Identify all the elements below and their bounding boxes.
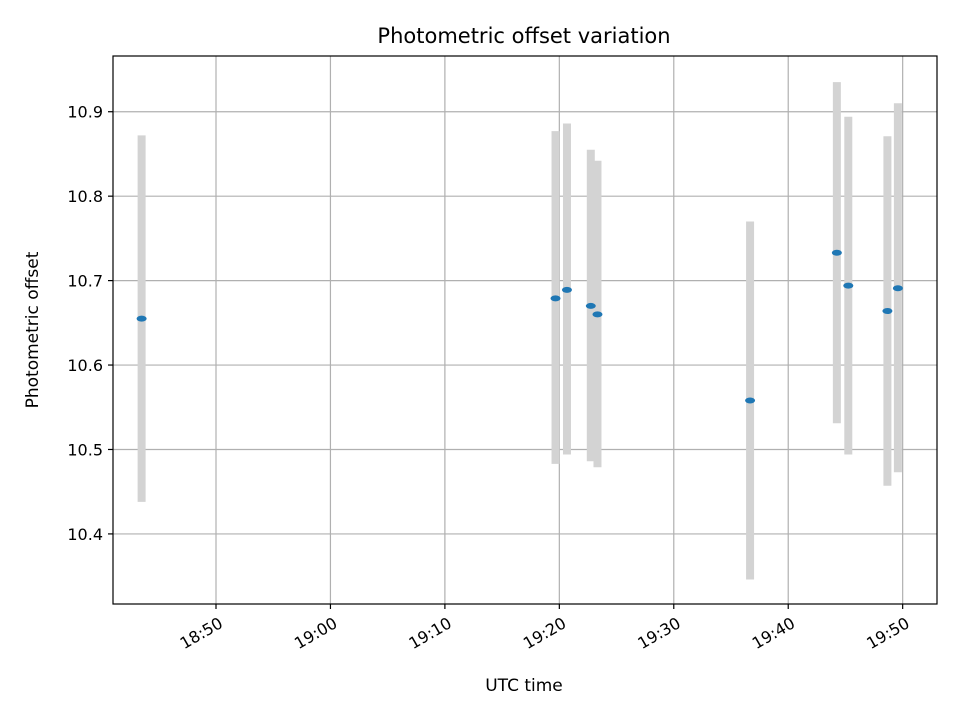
y-tick-label: 10.4 [67, 525, 103, 544]
data-point-2 [550, 295, 561, 302]
data-point-9 [882, 308, 893, 315]
data-point-8 [843, 282, 854, 289]
data-point-7 [831, 249, 842, 256]
data-points [136, 249, 903, 404]
data-point-3 [561, 286, 572, 293]
y-tick-label: 10.9 [67, 103, 103, 122]
plot-frame [112, 55, 938, 605]
y-axis: 10.4 10.5 10.6 10.7 10.8 10.9 [67, 103, 113, 544]
chart-title: Photometric offset variation [377, 24, 670, 48]
y-tick-label: 10.8 [67, 187, 103, 206]
data-point-5 [592, 311, 603, 318]
y-tick-label: 10.7 [67, 272, 103, 291]
data-point-1 [136, 315, 147, 322]
y-axis-label: Photometric offset [23, 251, 43, 408]
data-point-6 [745, 397, 756, 404]
data-point-10 [892, 285, 903, 292]
y-tick-label: 10.6 [67, 356, 103, 375]
x-axis-label: UTC time [485, 676, 563, 696]
y-tick-label: 10.5 [67, 440, 103, 459]
data-point-4 [585, 302, 596, 309]
